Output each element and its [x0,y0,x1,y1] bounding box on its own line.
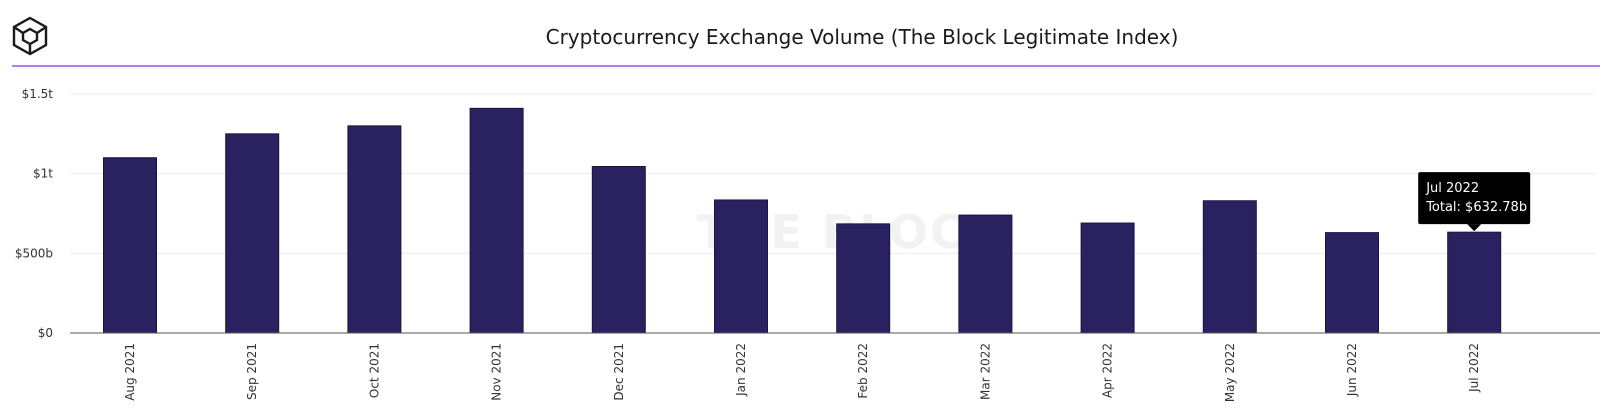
tooltip-title: Jul 2022 [1425,181,1479,196]
x-tick-label: Sep 2021 [245,343,259,400]
tooltip-arrow [1467,224,1482,232]
bar[interactable] [714,199,768,334]
tooltip: Jul 2022 Total: $632.78b [1418,172,1531,232]
bar[interactable] [1447,231,1502,334]
x-tick-label: Aug 2021 [123,343,137,401]
x-tick-label: Jan 2022 [734,343,748,397]
bar[interactable] [1080,222,1135,334]
x-axis-labels: Aug 2021 Sep 2021 Oct 2021 Nov 2021 Dec 2021… [123,343,1481,402]
y-tick-label: $0 [38,326,53,340]
bar[interactable] [469,107,524,334]
bar[interactable] [1325,232,1379,334]
x-tick-label: Jul 2022 [1467,343,1481,393]
x-tick-label: Jun 2022 [1345,343,1359,397]
tooltip-background [1418,172,1531,225]
x-tick-label: Oct 2021 [367,343,381,398]
x-tick-label: Dec 2021 [612,343,626,401]
x-tick-label: Mar 2022 [978,343,992,400]
y-axis-labels: $0 $500b $1t $1.5t [15,87,53,340]
bar[interactable] [836,223,891,334]
y-tick-label: $1.5t [22,87,54,101]
x-tick-label: Nov 2021 [490,343,504,401]
y-tick-label: $500b [15,246,53,260]
bars [103,107,1502,334]
tooltip-value: Total: $632.78b [1425,200,1527,215]
x-tick-label: Feb 2022 [856,343,870,399]
bar[interactable] [958,214,1013,334]
chart-title: Cryptocurrency Exchange Volume (The Bloc… [546,25,1179,49]
x-tick-label: Apr 2022 [1101,343,1115,398]
bar[interactable] [591,165,646,334]
cube-logo-icon[interactable] [12,16,48,56]
bar[interactable] [103,157,157,334]
bar[interactable] [1202,200,1257,334]
y-tick-label: $1t [33,167,53,181]
x-tick-label: May 2022 [1223,343,1237,402]
bar[interactable] [225,133,280,334]
bar[interactable] [347,125,402,334]
